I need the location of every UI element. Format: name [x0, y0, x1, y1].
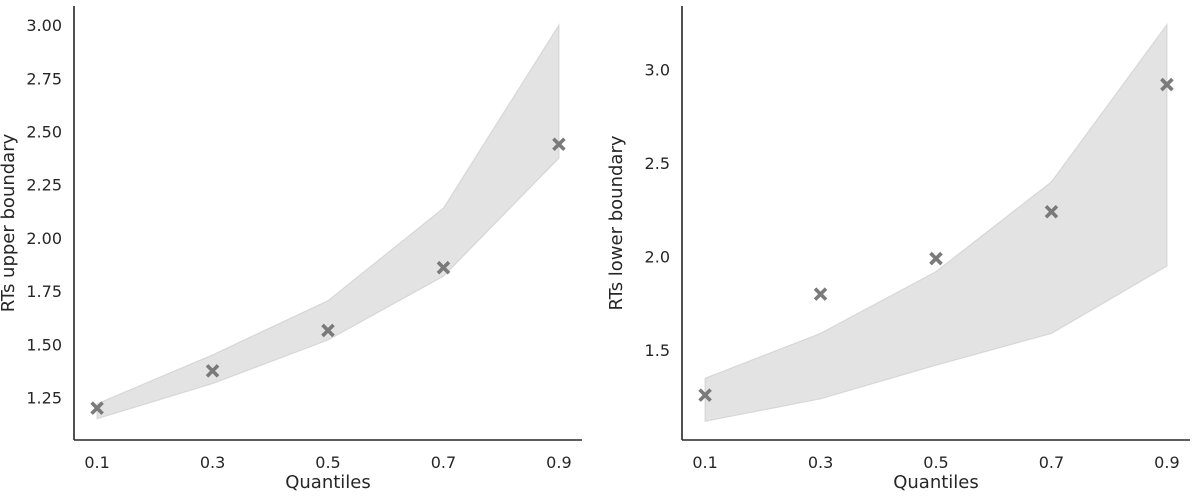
y-tick-label: 2.0 — [645, 248, 670, 267]
y-tick-label: 2.75 — [26, 69, 62, 88]
y-tick-label: 1.5 — [645, 341, 670, 360]
x-tick-label: 0.1 — [84, 453, 109, 472]
x-tick-label: 0.7 — [431, 453, 456, 472]
chart-panel-2: 0.1 0.3 0.5 0.7 0.9 1.5 2.0 2.5 3.0 Quantiles RTs … — [606, 6, 1190, 493]
x-tick-label: 0.3 — [808, 453, 833, 472]
x-tick-label: 0.9 — [1154, 453, 1179, 472]
y-tick-label: 2.25 — [26, 176, 62, 195]
y-tick-label: 2.00 — [26, 229, 62, 248]
prediction-band — [96, 23, 560, 420]
y-axis-title: RTs lower boundary — [606, 135, 627, 310]
x-axis-title: Quantiles — [285, 472, 371, 493]
prediction-band — [704, 22, 1168, 423]
x-tick-label: 0.1 — [692, 453, 717, 472]
data-point-marker — [929, 251, 943, 266]
data-point-marker — [1160, 77, 1174, 92]
x-tick-label: 0.9 — [546, 453, 571, 472]
y-tick-label: 1.50 — [26, 335, 62, 354]
x-tick-label: 0.7 — [1039, 453, 1064, 472]
x-tick-label: 0.5 — [923, 453, 948, 472]
y-tick-label: 1.75 — [26, 282, 62, 301]
x-tick-label: 0.5 — [315, 453, 340, 472]
data-point-marker — [1044, 205, 1059, 219]
x-axis-title: Quantiles — [893, 472, 979, 493]
y-tick-label: 2.5 — [645, 154, 670, 173]
y-tick-label: 1.25 — [26, 388, 62, 407]
data-point-marker — [205, 364, 220, 378]
data-point-marker — [698, 388, 712, 402]
data-point-marker — [321, 323, 335, 338]
y-tick-label: 3.00 — [26, 16, 62, 35]
data-point-marker — [90, 401, 104, 415]
chart-panel-1: 0.1 0.3 0.5 0.7 0.9 1.25 1.50 1.75 2.00 2.25 2.50 2… — [0, 6, 582, 493]
data-point-marker — [436, 260, 451, 275]
data-point-marker — [813, 287, 828, 301]
y-tick-label: 3.0 — [645, 61, 670, 80]
data-point-marker — [552, 137, 566, 152]
y-tick-label: 2.50 — [26, 123, 62, 142]
x-tick-label: 0.3 — [200, 453, 225, 472]
y-axis-title: RTs upper boundary — [0, 133, 19, 312]
